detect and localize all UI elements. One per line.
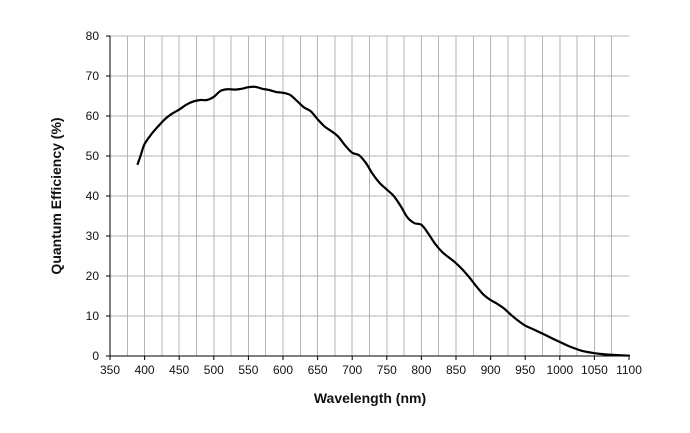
y-tick-label: 10 bbox=[86, 309, 100, 323]
x-tick-label: 550 bbox=[238, 363, 258, 377]
y-tick-label: 70 bbox=[86, 69, 100, 83]
axes-layer bbox=[106, 35, 630, 360]
y-tick-label: 0 bbox=[92, 349, 99, 363]
x-tick-label: 900 bbox=[481, 363, 501, 377]
grid-layer bbox=[110, 35, 629, 356]
x-tick-label: 750 bbox=[377, 363, 397, 377]
y-axis-title: Quantum Efficiency (%) bbox=[48, 117, 64, 274]
x-axis-title: Wavelength (nm) bbox=[314, 390, 426, 406]
y-tick-label: 40 bbox=[86, 189, 100, 203]
x-tick-label: 400 bbox=[135, 363, 155, 377]
x-tick-label: 950 bbox=[515, 363, 535, 377]
y-tick-label: 20 bbox=[86, 269, 100, 283]
x-tick-label: 1100 bbox=[616, 363, 642, 377]
x-tick-label: 600 bbox=[273, 363, 293, 377]
x-tick-label: 850 bbox=[446, 363, 466, 377]
x-tick-label: 500 bbox=[204, 363, 224, 377]
y-tick-label: 30 bbox=[86, 229, 100, 243]
x-tick-label: 450 bbox=[169, 363, 189, 377]
x-tick-label: 1050 bbox=[581, 363, 608, 377]
x-tick-label: 350 bbox=[100, 363, 120, 377]
x-tick-label: 650 bbox=[308, 363, 328, 377]
y-tick-label: 80 bbox=[86, 29, 100, 43]
y-tick-label: 50 bbox=[86, 149, 100, 163]
x-tick-label: 800 bbox=[411, 363, 431, 377]
tick-labels: 350 400 450 500 550 600 650 700 750 800 850 900 950 1… bbox=[86, 29, 643, 377]
y-tick-label: 60 bbox=[86, 109, 100, 123]
qe-curve bbox=[136, 85, 631, 357]
x-tick-label: 700 bbox=[342, 363, 362, 377]
series-layer bbox=[136, 85, 631, 357]
x-tick-label: 1000 bbox=[546, 363, 573, 377]
